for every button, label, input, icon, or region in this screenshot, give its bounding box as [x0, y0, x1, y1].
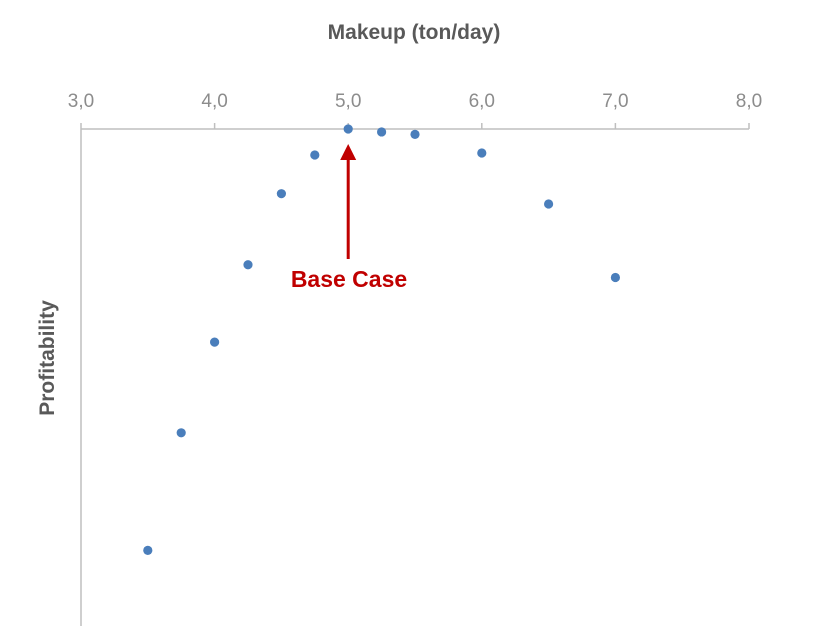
data-point — [377, 127, 387, 137]
arrow-up-icon — [340, 144, 357, 160]
data-point — [310, 150, 320, 160]
x-tick-label: 6,0 — [469, 91, 495, 112]
y-axis-title: Profitability — [36, 300, 59, 416]
x-tick-label: 7,0 — [602, 91, 628, 112]
x-axis: 3,0 4,0 5,0 6,0 7,0 8,0 — [68, 91, 762, 130]
x-tick-label: 8,0 — [736, 91, 762, 112]
x-tick-label: 3,0 — [68, 91, 94, 112]
data-point — [410, 129, 420, 139]
data-points — [143, 124, 621, 556]
data-point — [343, 124, 353, 134]
data-point — [477, 148, 487, 158]
data-point — [544, 199, 554, 209]
data-point — [610, 272, 621, 283]
data-point — [243, 260, 253, 270]
base-case-annotation: Base Case — [291, 144, 407, 292]
data-point — [143, 545, 153, 556]
x-axis-title: Makeup (ton/day) — [328, 21, 501, 44]
data-point — [210, 337, 220, 347]
base-case-label: Base Case — [291, 266, 407, 292]
data-point — [276, 189, 286, 199]
data-point — [176, 428, 186, 438]
x-tick-label: 4,0 — [201, 91, 227, 112]
x-tick-label: 5,0 — [335, 91, 361, 112]
